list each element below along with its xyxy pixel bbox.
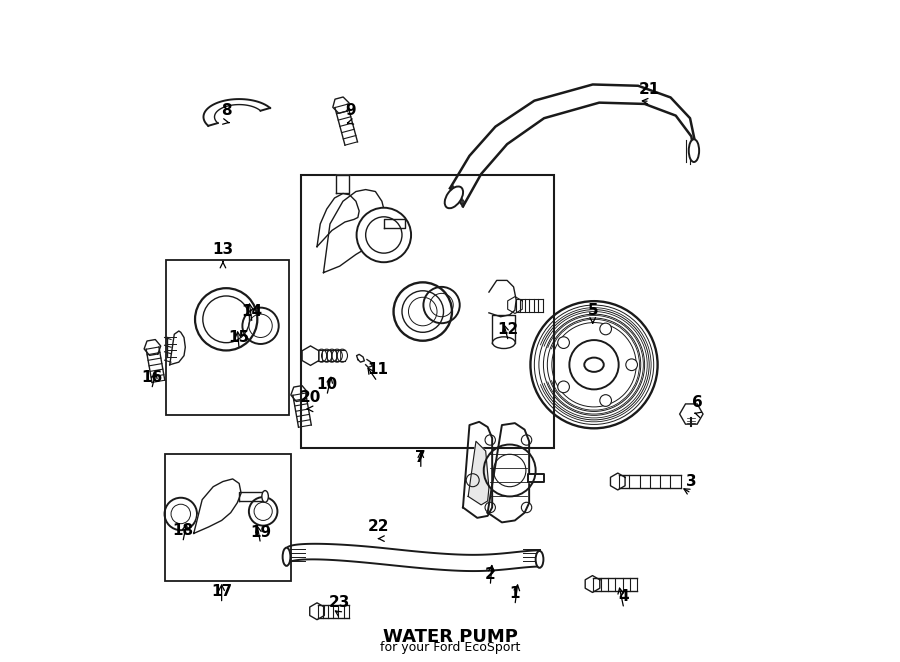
Text: for your Ford EcoSport: for your Ford EcoSport — [380, 641, 520, 654]
Polygon shape — [323, 189, 385, 273]
Circle shape — [599, 395, 611, 406]
Polygon shape — [194, 479, 241, 534]
Polygon shape — [468, 442, 489, 505]
Text: 12: 12 — [498, 322, 519, 337]
Text: 19: 19 — [250, 524, 271, 540]
Text: 3: 3 — [686, 474, 697, 489]
Circle shape — [570, 340, 618, 389]
Polygon shape — [239, 492, 266, 501]
Text: 7: 7 — [416, 450, 426, 465]
Text: 18: 18 — [172, 524, 194, 538]
Text: 21: 21 — [639, 82, 661, 97]
Text: 14: 14 — [241, 304, 263, 319]
Ellipse shape — [584, 357, 604, 372]
Polygon shape — [317, 193, 359, 247]
Polygon shape — [203, 99, 270, 126]
Polygon shape — [463, 422, 492, 518]
Circle shape — [626, 359, 637, 371]
Ellipse shape — [262, 491, 268, 502]
Ellipse shape — [492, 337, 515, 348]
Ellipse shape — [283, 547, 291, 566]
Text: 13: 13 — [212, 242, 233, 258]
Polygon shape — [528, 474, 544, 481]
Ellipse shape — [536, 551, 544, 568]
Text: 20: 20 — [300, 390, 321, 404]
Text: 17: 17 — [212, 585, 232, 599]
Circle shape — [558, 337, 570, 348]
Ellipse shape — [688, 139, 699, 162]
Text: 4: 4 — [618, 589, 629, 604]
Ellipse shape — [445, 187, 464, 209]
Text: 5: 5 — [588, 303, 598, 318]
Polygon shape — [170, 331, 185, 365]
Text: 15: 15 — [229, 330, 249, 345]
Text: 2: 2 — [485, 567, 496, 582]
Text: 6: 6 — [692, 395, 703, 410]
Text: 16: 16 — [141, 370, 162, 385]
Text: 8: 8 — [220, 103, 231, 118]
Circle shape — [530, 301, 658, 428]
Bar — [301, 175, 554, 448]
Text: 10: 10 — [316, 377, 338, 392]
Text: 9: 9 — [346, 103, 356, 118]
Text: WATER PUMP: WATER PUMP — [382, 628, 518, 646]
Text: 11: 11 — [367, 362, 388, 377]
Bar — [166, 260, 289, 415]
Polygon shape — [488, 423, 529, 522]
Polygon shape — [383, 219, 405, 228]
Circle shape — [356, 208, 411, 262]
Bar — [165, 454, 291, 581]
Text: 22: 22 — [368, 520, 390, 534]
Circle shape — [599, 323, 611, 335]
Polygon shape — [337, 175, 349, 193]
Text: 23: 23 — [329, 594, 350, 610]
Circle shape — [558, 381, 570, 393]
Polygon shape — [489, 281, 517, 316]
Text: 1: 1 — [509, 587, 520, 601]
Polygon shape — [492, 315, 515, 343]
